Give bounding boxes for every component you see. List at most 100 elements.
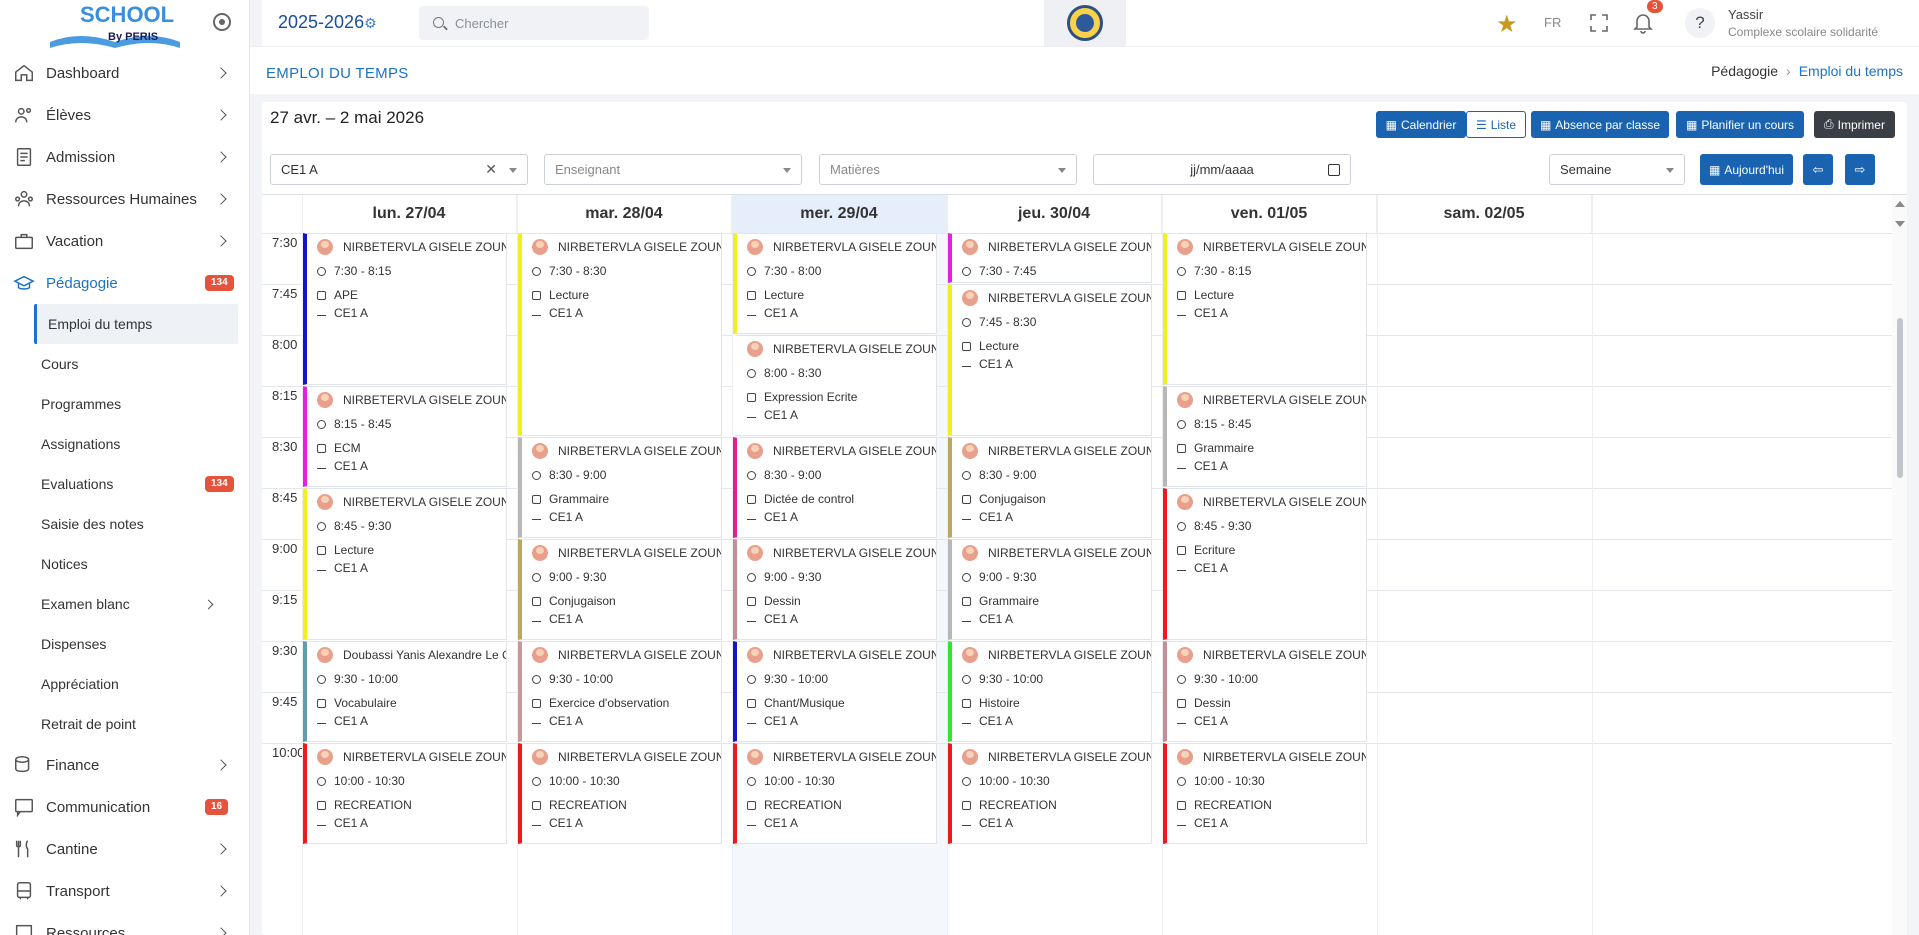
schedule-event[interactable]: NIRBETERVLA GISELE ZOUNGRANA 8:15 - 8:45 E… [303,386,507,487]
schedule-event[interactable]: NIRBETERVLA GISELE ZOUNGRANA 8:00 - 8:30 E… [733,335,937,436]
sidebar-item-dashboard[interactable]: Dashboard [0,52,249,94]
sidebar-item-cantine[interactable]: Cantine [0,828,249,870]
submenu-item[interactable]: Saisie des notes [0,504,249,544]
schedule-event[interactable]: NIRBETERVLA GISELE ZOUNGRANA 10:00 - 10:3… [733,743,937,844]
sidebar-item-pédagogie[interactable]: Pédagogie 134 [0,262,249,304]
today-button[interactable]: ▦ Aujourd'hui [1700,154,1793,185]
submenu-item[interactable]: Dispenses [0,624,249,664]
submenu-item[interactable]: Assignations [0,424,249,464]
event-group: CE1 A [334,714,369,728]
sidebar-toggle-icon[interactable] [213,13,231,31]
book-icon [532,698,541,708]
schedule-event[interactable]: NIRBETERVLA GISELE ZOUNGRANA7:30 - 7:45E… [948,233,1152,283]
schedule-event[interactable]: NIRBETERVLA GISELE ZOUNGRANA 9:30 - 10:00… [1163,641,1367,742]
calendar-view-button[interactable]: ▦ Calendrier [1376,111,1466,138]
schedule-event[interactable]: NIRBETERVLA GISELE ZOUNGRANA 8:15 - 8:45 G… [1163,386,1367,487]
sidebar-item-él-ves[interactable]: Élèves [0,94,249,136]
clear-icon[interactable]: ✕ [485,161,497,177]
subject-select[interactable]: Matières [819,154,1077,185]
submenu-item[interactable]: Emploi du temps [34,304,238,344]
schedule-event[interactable]: NIRBETERVLA GISELE ZOUNGRANA 9:30 - 10:00… [948,641,1152,742]
sidebar-item-label: Pédagogie [46,274,118,292]
sidebar-item-ressources[interactable]: Ressources [0,912,249,935]
schedule-event[interactable]: NIRBETERVLA GISELE ZOUNGRANA 8:45 - 9:30 L… [303,488,507,640]
print-button[interactable]: ⎙ Imprimer [1814,111,1895,138]
bell-icon[interactable] [1633,12,1653,34]
event-time: 9:00 - 9:30 [764,570,822,584]
submenu-item[interactable]: Notices [0,544,249,584]
plan-course-button[interactable]: ▦ Planifier un cours [1676,111,1804,138]
breadcrumb-parent[interactable]: Pédagogie [1711,63,1779,79]
event-subject: RECREATION [549,798,627,812]
group-icon [1177,463,1186,469]
schedule-event[interactable]: NIRBETERVLA GISELE ZOUNGRANA 8:45 - 9:30 E… [1163,488,1367,640]
fullscreen-icon[interactable] [1590,14,1608,32]
event-teacher: NIRBETERVLA GISELE ZOUNGRANA [1203,648,1367,662]
calendar-scrollbar[interactable] [1892,195,1907,935]
schedule-event[interactable]: NIRBETERVLA GISELE ZOUNGRANA 10:00 - 10:3… [303,743,507,844]
next-week-button[interactable]: ⇨ [1845,154,1875,185]
schedule-event[interactable]: NIRBETERVLA GISELE ZOUNGRANA 7:45 - 8:30 L… [948,284,1152,436]
sidebar-nav: Dashboard Élèves Admission Ressources Humai… [0,52,249,935]
submenu-item[interactable]: Programmes [0,384,249,424]
sidebar-item-finance[interactable]: Finance [0,744,249,786]
chevron-right-icon [215,193,227,205]
schedule-event[interactable]: NIRBETERVLA GISELE ZOUNGRANA 7:30 - 8:15 L… [1163,233,1367,385]
schedule-event[interactable]: NIRBETERVLA GISELE ZOUNGRANA 10:00 - 10:3… [1163,743,1367,844]
schedule-event[interactable]: NIRBETERVLA GISELE ZOUNGRANA 10:00 - 10:3… [948,743,1152,844]
star-icon[interactable]: ★ [1496,11,1518,38]
count-badge: 134 [205,275,234,291]
schedule-event[interactable]: NIRBETERVLA GISELE ZOUNGRANA 7:30 - 8:15 A… [303,233,507,385]
event-subject: RECREATION [334,798,412,812]
event-teacher: NIRBETERVLA GISELE ZOUNGRANA [1203,393,1367,407]
schedule-event[interactable]: NIRBETERVLA GISELE ZOUNGRANA 8:30 - 9:00 C… [948,437,1152,538]
search-input[interactable] [455,6,645,40]
class-select[interactable]: CE1 A ✕ [270,154,528,185]
schedule-event[interactable]: NIRBETERVLA GISELE ZOUNGRANA 7:30 - 8:00 L… [733,233,937,334]
sidebar-item-admission[interactable]: Admission [0,136,249,178]
submenu-item[interactable]: Retrait de point [0,704,249,744]
schedule-event[interactable]: NIRBETERVLA GISELE ZOUNGRANA 9:30 - 10:00… [733,641,937,742]
sidebar-item-vacation[interactable]: Vacation [0,220,249,262]
sidebar-item-transport[interactable]: Transport [0,870,249,912]
submenu-item[interactable]: Cours [0,344,249,384]
help-icon[interactable]: ? [1685,8,1715,38]
schedule-event[interactable]: NIRBETERVLA GISELE ZOUNGRANA 8:30 - 9:00 D… [733,437,937,538]
event-subject: Conjugaison [979,492,1046,506]
calendar-picker-icon[interactable] [1328,164,1340,176]
schedule-event[interactable]: Doubassi Yanis Alexandre Le Grand DI 9:30… [303,641,507,742]
scroll-thumb[interactable] [1897,318,1903,478]
event-time: 8:30 - 9:00 [549,468,607,482]
school-logo[interactable]: SCHOOL By PERIS [40,0,190,52]
school-year-selector[interactable]: 2025-2026⚙ [278,12,377,33]
scroll-down-icon[interactable] [1895,221,1905,227]
view-select[interactable]: Semaine [1549,154,1685,185]
prev-week-button[interactable]: ⇦ [1803,154,1833,185]
submenu-item[interactable]: Appréciation [0,664,249,704]
list-view-button[interactable]: ☰ Liste [1466,111,1526,138]
schedule-event[interactable]: NIRBETERVLA GISELE ZOUNGRANA 9:30 - 10:00… [518,641,722,742]
absence-by-class-button[interactable]: ▦ Absence par classe [1531,111,1669,138]
submenu-item[interactable]: Evaluations 134 [0,464,249,504]
date-input[interactable]: jj/mm/aaaa [1093,154,1351,185]
scroll-up-icon[interactable] [1895,201,1905,207]
schedule-event[interactable]: NIRBETERVLA GISELE ZOUNGRANA 9:00 - 9:30 C… [518,539,722,640]
schedule-event[interactable]: NIRBETERVLA GISELE ZOUNGRANA 9:00 - 9:30 D… [733,539,937,640]
submenu-item[interactable]: Examen blanc [0,584,249,624]
teacher-select[interactable]: Enseignant [544,154,802,185]
user-name[interactable]: Yassir [1728,7,1764,22]
schedule-event[interactable]: NIRBETERVLA GISELE ZOUNGRANA 8:30 - 9:00 G… [518,437,722,538]
time-label: 7:30 [272,235,298,250]
schedule-event[interactable]: NIRBETERVLA GISELE ZOUNGRANA 10:00 - 10:3… [518,743,722,844]
language-selector[interactable]: FR [1544,15,1562,30]
schedule-event[interactable]: NIRBETERVLA GISELE ZOUNGRANA 9:00 - 9:30 G… [948,539,1152,640]
event-subject: Lecture [1194,288,1235,302]
group-icon [747,310,756,316]
sidebar-item-label: Transport [46,882,110,900]
group-icon [962,514,971,520]
sidebar-item-ressources-humaines[interactable]: Ressources Humaines [0,178,249,220]
group-icon [532,310,541,316]
schedule-event[interactable]: NIRBETERVLA GISELE ZOUNGRANA 7:30 - 8:30 L… [518,233,722,436]
sidebar-item-communication[interactable]: Communication 16 [0,786,249,828]
event-group: CE1 A [979,714,1014,728]
